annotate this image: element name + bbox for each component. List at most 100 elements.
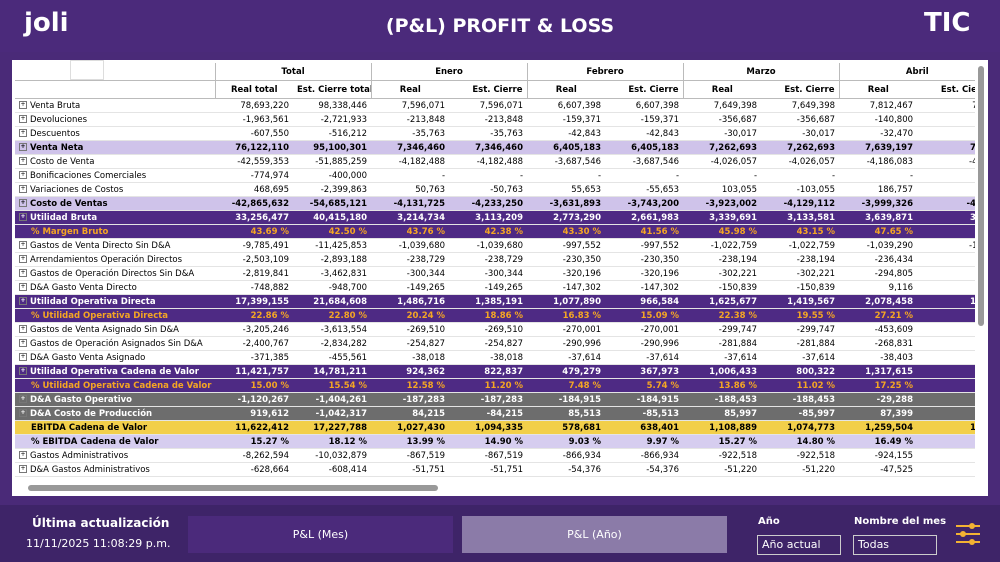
cell-text: 7,346,460 xyxy=(475,142,524,153)
cell-text: 1,06 xyxy=(970,423,975,433)
expand-icon[interactable]: + xyxy=(19,395,27,403)
expand-icon[interactable]: + xyxy=(19,325,27,333)
cell: 17.25 % xyxy=(839,378,918,393)
cell-text: -300,344 xyxy=(406,268,446,279)
row-label: % EBITDA Cadena de Valor xyxy=(15,434,215,449)
cell-text: 7,596,071 xyxy=(401,100,446,111)
label-text: Utilidad Bruta xyxy=(30,212,98,223)
cell-text: -3,631,893 xyxy=(549,198,602,209)
cell-text: -147,302 xyxy=(640,282,680,293)
cell-text: -54,376 xyxy=(646,464,680,475)
cell-text: 17,227,788 xyxy=(313,422,368,433)
cell-text: - xyxy=(909,170,914,181)
expand-icon[interactable]: + xyxy=(19,241,27,249)
cell: -4,026,057 xyxy=(683,154,762,169)
expand-icon[interactable]: + xyxy=(19,451,27,459)
cell: - xyxy=(917,168,975,183)
cell: -4,18 xyxy=(917,154,975,169)
expand-icon[interactable]: + xyxy=(19,269,27,277)
cell-text: 7,649,398 xyxy=(713,100,758,111)
cell: -3,687,546 xyxy=(527,154,606,169)
cell-text: 9.03 % xyxy=(568,436,602,447)
cell-text: 1,027,430 xyxy=(397,422,446,433)
cell: -356,687 xyxy=(683,112,762,127)
h-scrollbar[interactable] xyxy=(28,485,438,491)
cell-text: -1,963,561 xyxy=(242,114,289,125)
expand-icon[interactable]: + xyxy=(19,213,27,221)
cell: -38,018 xyxy=(371,350,450,365)
cell-text: 9.97 % xyxy=(646,436,680,447)
update-label: Última actualización xyxy=(32,516,170,530)
row-label: EBITDA Cadena de Valor xyxy=(15,420,215,435)
cell: -3 xyxy=(917,350,975,365)
expand-icon[interactable]: + xyxy=(19,367,27,375)
column-header: Real xyxy=(370,80,450,99)
cell-text: 15.27 % xyxy=(718,436,758,447)
cell: -184,915 xyxy=(605,392,684,407)
filter-select[interactable]: Todas xyxy=(853,535,937,555)
cell-text: -54,685,121 xyxy=(309,198,368,209)
expand-icon[interactable]: + xyxy=(19,465,27,473)
footer: Última actualización 11/11/2025 11:08:29… xyxy=(0,505,1000,562)
cell: -254,827 xyxy=(449,336,528,351)
cell: -3,923,002 xyxy=(683,196,762,211)
expand-icon[interactable]: + xyxy=(19,143,27,151)
cell: -92 xyxy=(917,448,975,463)
expand-icon[interactable]: + xyxy=(19,409,27,417)
cell: -3,205,246 xyxy=(215,322,293,337)
expand-icon[interactable]: + xyxy=(19,339,27,347)
cell: 6,607,398 xyxy=(605,98,684,113)
expand-icon[interactable]: + xyxy=(19,199,27,207)
cell: - xyxy=(839,168,918,183)
cell-text: 479,279 xyxy=(562,366,602,377)
cell-text: 33,256,477 xyxy=(235,212,289,223)
expand-icon[interactable]: + xyxy=(19,101,27,109)
cell: -23 xyxy=(917,252,975,267)
row-label: + D&A Gasto Operativo xyxy=(15,392,215,407)
expand-icon[interactable]: + xyxy=(19,255,27,263)
cell: 7,262,693 xyxy=(683,140,762,155)
label-text: D&A Costo de Producción xyxy=(30,408,153,419)
v-scrollbar[interactable] xyxy=(978,66,984,326)
cell-text: 11.20 % xyxy=(484,380,524,391)
cell: -3,743,200 xyxy=(605,196,684,211)
label-text: D&A Gastos Administrativos xyxy=(30,464,150,475)
button-ano[interactable]: P&L (Año) xyxy=(462,516,727,553)
table-row: + Venta Neta 76,122,110 95,100,301 7,346,460… xyxy=(15,140,975,155)
cell-text: -149,265 xyxy=(406,282,446,293)
cell-text: -2,819,841 xyxy=(242,268,289,279)
expand-icon[interactable]: + xyxy=(19,171,27,179)
cell: -54,685,121 xyxy=(293,196,372,211)
cell: -453,609 xyxy=(839,322,918,337)
expand-icon[interactable]: + xyxy=(19,115,27,123)
cell: 1,006,433 xyxy=(683,364,762,379)
cell: -42,559,353 xyxy=(215,154,293,169)
cell-text: -51,220 xyxy=(802,464,836,475)
cell: -84,215 xyxy=(449,406,528,421)
filter-select[interactable]: Año actual xyxy=(757,535,841,555)
expand-icon[interactable]: + xyxy=(19,283,27,291)
cell-text: -281,884 xyxy=(796,338,836,349)
cell-text: 22.86 % xyxy=(250,310,289,321)
cell: 33,256,477 xyxy=(215,210,293,225)
cell-text: 3,26 xyxy=(970,213,975,223)
expand-icon[interactable]: + xyxy=(19,297,27,305)
cell-text: 1,385,191 xyxy=(475,296,524,307)
expand-icon[interactable]: + xyxy=(19,129,27,137)
label-text: Bonificaciones Comerciales xyxy=(30,170,147,181)
expand-icon[interactable]: + xyxy=(19,353,27,361)
cell: 6,405,183 xyxy=(527,140,606,155)
cell-text: 1,094,335 xyxy=(475,422,524,433)
cell: -149,265 xyxy=(371,280,450,295)
cell-text: -608,414 xyxy=(328,464,368,475)
button-mes[interactable]: P&L (Mes) xyxy=(188,516,453,553)
cell-text: - xyxy=(675,170,680,181)
cell: -140,800 xyxy=(839,112,918,127)
expand-icon[interactable]: + xyxy=(19,157,27,165)
cell-text: 3,339,691 xyxy=(709,212,758,223)
expand-icon[interactable]: + xyxy=(19,185,27,193)
cell: 85,997 xyxy=(683,406,762,421)
filter-icon[interactable] xyxy=(954,522,982,546)
cell: -4,131,725 xyxy=(371,196,450,211)
cell-text: -236,434 xyxy=(874,254,914,265)
